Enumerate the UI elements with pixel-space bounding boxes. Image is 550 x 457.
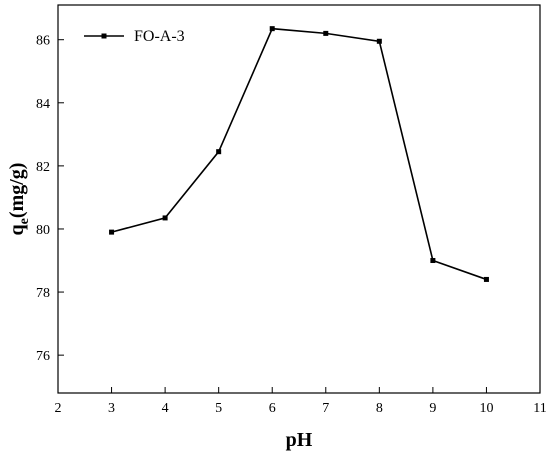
x-tick-label: 8 <box>376 401 383 416</box>
x-tick-label: 11 <box>533 401 546 416</box>
y-tick-label: 78 <box>36 286 50 301</box>
data-point <box>216 149 222 155</box>
x-axis-title: pH <box>286 429 313 451</box>
series-line <box>111 27 487 281</box>
plot-frame <box>57 4 541 394</box>
y-tick-label: 82 <box>36 160 50 175</box>
y-tick-label: 84 <box>36 97 50 112</box>
y-tick-label: 86 <box>36 34 50 49</box>
data-point <box>109 229 115 235</box>
data-point <box>483 276 489 282</box>
y-axis-title: qe(mg/g) <box>6 163 32 236</box>
data-point <box>430 258 436 264</box>
y-tick-label: 76 <box>36 349 50 364</box>
x-tick-label: 3 <box>108 401 115 416</box>
y-axis-title-main: q <box>6 224 28 235</box>
x-tick-label: 5 <box>215 401 222 416</box>
x-tick-label: 9 <box>429 401 436 416</box>
data-point <box>162 215 168 221</box>
x-tick-label: 6 <box>269 401 276 416</box>
y-axis-title-subscript: e <box>17 218 32 224</box>
x-tick-label: 4 <box>162 401 169 416</box>
data-point <box>269 26 275 32</box>
legend-marker <box>101 33 107 39</box>
x-tick-label: 7 <box>322 401 329 416</box>
x-tick-label: 2 <box>55 401 62 416</box>
y-tick-label: 80 <box>36 223 50 238</box>
data-point <box>323 30 329 36</box>
x-tick-label: 10 <box>479 401 493 416</box>
data-point <box>376 38 382 44</box>
y-axis-title-unit: (mg/g) <box>6 163 28 219</box>
legend-label: FO-A-3 <box>134 28 185 45</box>
